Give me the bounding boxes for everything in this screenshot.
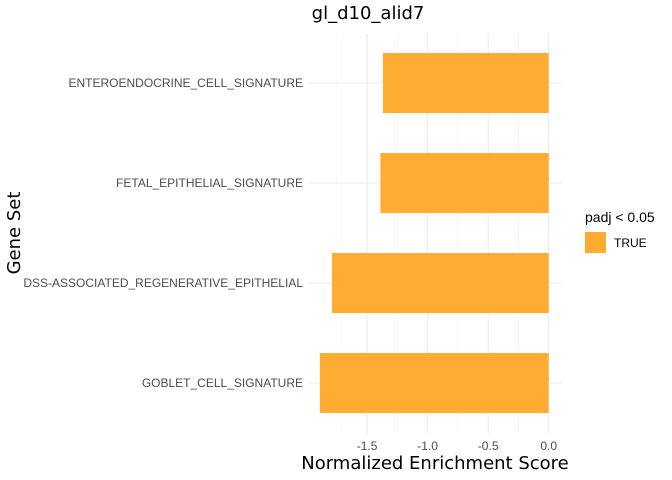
y-axis-title: Gene Set (4, 192, 25, 275)
legend-key-swatch (585, 232, 606, 253)
y-tick-label: FETAL_EPITHELIAL_SIGNATURE (116, 176, 303, 190)
y-tick-label: ENTEROENDOCRINE_CELL_SIGNATURE (69, 76, 304, 90)
x-tick-label: -1.5 (357, 439, 378, 453)
x-axis-ticks: -1.5 -1.0 -0.5 0.0 (357, 439, 558, 453)
x-tick-label: -0.5 (478, 439, 499, 453)
bar (332, 253, 549, 313)
bar (382, 53, 549, 113)
x-tick-label: -1.0 (417, 439, 438, 453)
y-tick-label: DSS-ASSOCIATED_REGENERATIVE_EPITHELIAL (23, 276, 303, 290)
x-axis-title: Normalized Enrichment Score (301, 453, 569, 474)
y-axis-ticks: ENTEROENDOCRINE_CELL_SIGNATURE FETAL_EPIT… (23, 76, 303, 390)
x-tick-label: 0.0 (540, 439, 557, 453)
bar (380, 153, 549, 213)
chart-title: gl_d10_alid7 (312, 3, 425, 24)
legend-title: padj < 0.05 (585, 209, 655, 225)
bar (319, 353, 549, 413)
legend-entry-label: TRUE (614, 236, 647, 250)
y-tick-label: GOBLET_CELL_SIGNATURE (142, 376, 303, 390)
bars (319, 53, 549, 413)
legend: padj < 0.05 TRUE (585, 209, 655, 253)
